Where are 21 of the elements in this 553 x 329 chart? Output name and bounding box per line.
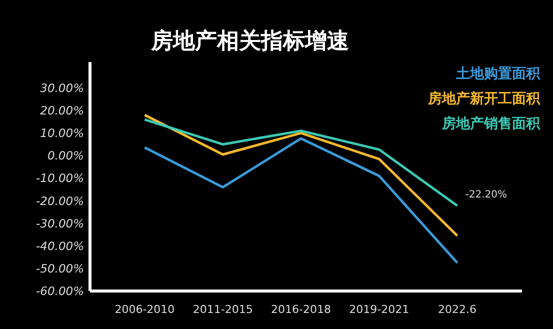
x-tick-label: 2019-2021 (349, 303, 410, 316)
y-tick-label: 0.00% (47, 148, 84, 163)
text: 房地产新开工面积 (427, 90, 541, 107)
text: 土地购置面积 (455, 66, 541, 82)
y-tick-label: 20.00% (40, 104, 84, 118)
y-tick-label: 30.00% (40, 80, 84, 95)
y-tick-label: -60.00% (36, 284, 84, 298)
y-tick-label: -50.00% (36, 261, 84, 276)
x-tick-label: 2016-2018 (271, 303, 331, 316)
chart-title: 房地产相关指标增速 (150, 28, 349, 54)
annotation: -22.20% (465, 190, 508, 201)
x-tick-label: 2011-2015 (192, 303, 253, 316)
y-tick-label: 10.00% (40, 126, 84, 140)
x-tick-label: 2006-2010 (114, 303, 175, 316)
y-tick-label: -20.00% (36, 194, 84, 208)
x-tick-label: 2022.6 (438, 303, 477, 316)
y-tick-label: -10.00% (36, 171, 84, 186)
y-tick-label: -40.00% (36, 238, 84, 253)
line-series (143, 137, 459, 264)
text: 房地产销售面积 (441, 115, 541, 132)
y-tick-label: -30.00% (36, 216, 84, 230)
